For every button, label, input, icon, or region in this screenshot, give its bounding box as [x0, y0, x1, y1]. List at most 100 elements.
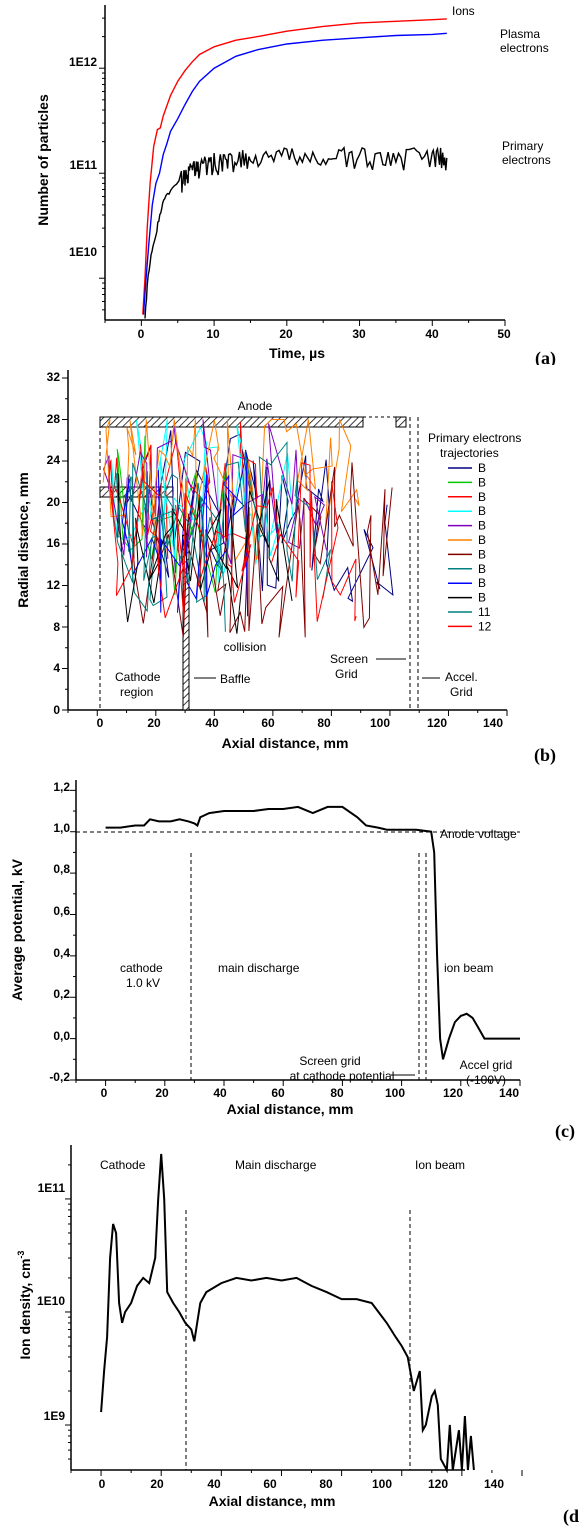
y-tick-label: 1,2 — [53, 780, 70, 794]
cathode-region-label: region — [120, 685, 153, 699]
series-line — [142, 32, 447, 315]
chart-b: Anode collision Cathode region Baffle Sc… — [15, 370, 556, 765]
cathode-label: cathode — [120, 961, 163, 975]
cathode-region-label: Cathode — [115, 670, 161, 684]
x-axis-title-d: Axial distance, mm — [209, 1493, 336, 1509]
y-tick-label: 1E11 — [70, 158, 98, 172]
y-tick-label: 32 — [47, 370, 61, 384]
legend-ions: Ions — [452, 4, 475, 18]
series-a — [142, 18, 448, 319]
y-tick-label: -0,2 — [49, 1070, 70, 1084]
series-line — [142, 18, 447, 315]
y-tick-label: 20 — [47, 495, 61, 509]
screen-grid-label: at cathode potential — [290, 1069, 395, 1083]
screen-grid-label: Screen grid — [299, 1054, 360, 1068]
y-axis-title-a: Number of particles — [35, 94, 51, 226]
panel-label-d: (d — [563, 1506, 579, 1527]
collision-label: collision — [224, 640, 267, 654]
x-tick-label: 20 — [279, 327, 293, 341]
plot-area-a — [99, 5, 506, 326]
legend-entry: B — [478, 519, 486, 533]
trajectory-line — [110, 419, 294, 584]
y-tick-label: 12 — [47, 578, 61, 592]
y-tick-label: 0,6 — [53, 904, 70, 918]
x-tick-label: 0 — [138, 327, 145, 341]
baffle-label: Baffle — [220, 672, 251, 686]
ion-beam-label: ion beam — [444, 961, 493, 975]
y-tick-label: 0 — [53, 703, 60, 717]
plot-area-b — [62, 370, 508, 716]
y-axis-title-d: Ion density, cm-3 — [16, 1251, 33, 1360]
density-line — [100, 1153, 475, 1474]
legend-plasma: Plasma — [500, 27, 540, 41]
x-tick-label: 100 — [372, 1477, 392, 1491]
x-axis-title-c: Axial distance, mm — [227, 1101, 354, 1117]
legend-entry: 11 — [478, 605, 491, 619]
x-tick-label: 20 — [150, 1477, 164, 1491]
trajectory-line — [103, 419, 327, 568]
x-tick-label: 100 — [370, 716, 390, 730]
y-tick-label: 4 — [53, 661, 60, 675]
ticks-a — [99, 17, 506, 326]
legend-primary: electrons — [502, 153, 551, 167]
x-tick-label: 60 — [263, 1477, 277, 1491]
screen-grid-label: Grid — [335, 667, 358, 681]
legend-entry: B — [478, 591, 486, 605]
accel-grid-label: Grid — [450, 685, 473, 699]
legend-entry: B — [478, 504, 486, 518]
legend-entry: B — [478, 562, 486, 576]
accel-grid-label: Accel. — [445, 670, 478, 684]
accel-grid-label: Accel grid — [460, 1058, 513, 1072]
anode-label: Anode — [238, 399, 273, 413]
x-tick-label: 40 — [207, 1477, 221, 1491]
legend-entry: B — [478, 533, 486, 547]
plot-area-c — [70, 780, 521, 1086]
x-tick-label: 20 — [155, 1086, 169, 1100]
series-d — [100, 1153, 475, 1474]
x-tick-label: 140 — [484, 1477, 504, 1491]
chart-c: Anode voltage cathode 1.0 kV main discha… — [9, 780, 575, 1142]
x-tick-label: 80 — [319, 1477, 333, 1491]
main-discharge-label: Main discharge — [235, 1158, 317, 1172]
x-tick-label: 140 — [483, 716, 503, 730]
trajectory-line — [110, 441, 331, 603]
series-c — [105, 805, 520, 1060]
panel-label-b: (b) — [534, 745, 556, 765]
y-tick-label: 0,4 — [53, 946, 70, 960]
y-tick-label: 1E9 — [44, 1409, 66, 1423]
potential-line — [105, 805, 520, 1060]
y-tick-label: 0,8 — [53, 862, 70, 876]
x-tick-label: 60 — [271, 1086, 285, 1100]
series-line — [144, 146, 448, 319]
anode-end — [395, 416, 407, 428]
y-tick-label: 16 — [47, 536, 61, 550]
x-tick-label: 10 — [206, 327, 220, 341]
x-axis-title-b: Axial distance, mm — [222, 735, 349, 751]
x-tick-label: 120 — [427, 716, 447, 730]
y-tick-label: 0,0 — [53, 1029, 70, 1043]
legend-plasma: electrons — [500, 41, 549, 55]
x-tick-label: 0 — [97, 716, 104, 730]
ticks-d — [65, 1164, 523, 1476]
x-tick-label: 80 — [330, 1086, 344, 1100]
legend-entry: B — [478, 475, 486, 489]
trajectory-line — [124, 476, 226, 632]
trajectory-line — [117, 473, 293, 634]
x-tick-label: 80 — [317, 716, 331, 730]
x-tick-label: 0 — [101, 1086, 108, 1100]
panel-label-a: (a) — [535, 348, 556, 365]
plot-area-d — [65, 1145, 523, 1476]
x-tick-label: 40 — [205, 716, 219, 730]
anode-bar — [99, 416, 364, 428]
legend-entry: B — [478, 576, 486, 590]
legend-title: trajectories — [440, 446, 499, 460]
anode-voltage-label: Anode voltage — [440, 827, 517, 841]
x-tick-label: 50 — [497, 327, 511, 341]
y-axis-title-sup: -3 — [16, 1251, 26, 1259]
x-tick-label: 30 — [352, 327, 366, 341]
y-tick-label: 8 — [53, 620, 60, 634]
y-tick-label: 28 — [47, 412, 61, 426]
panel-label-c: (c) — [555, 1121, 575, 1142]
legend-primary: Primary — [502, 139, 543, 153]
